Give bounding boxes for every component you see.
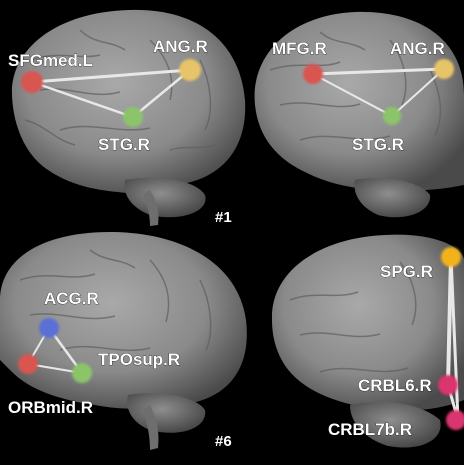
brain-surface bbox=[0, 232, 247, 450]
edge-mfg-ang bbox=[312, 67, 445, 76]
node-label: MFG.R bbox=[272, 39, 327, 58]
edge-ang-stg bbox=[132, 69, 191, 118]
node-label: TPOsup.R bbox=[98, 350, 180, 369]
edge-sfgmed-ang bbox=[31, 68, 191, 84]
network-edges bbox=[31, 68, 191, 119]
node-orbmid-r bbox=[18, 354, 38, 374]
brain-surface bbox=[11, 9, 246, 226]
edge-spg-crbl7b bbox=[449, 256, 460, 421]
edge-mfg-stg bbox=[312, 73, 393, 117]
node-label: SFGmed.L bbox=[8, 51, 93, 70]
node-acg-r bbox=[39, 318, 59, 338]
node-spg-r bbox=[441, 247, 461, 267]
node-ang-r bbox=[434, 59, 454, 79]
node-label: ORBmid.R bbox=[8, 398, 93, 417]
network-edges bbox=[312, 67, 445, 117]
group-label-1: #1 bbox=[215, 209, 232, 226]
node-mfg-r bbox=[303, 64, 323, 84]
node-label: STG.R bbox=[98, 135, 150, 154]
panel-bottom-left: ACG.R TPOsup.R ORBmid.R bbox=[0, 232, 247, 450]
node-label: ACG.R bbox=[44, 289, 99, 308]
node-stg-r bbox=[383, 107, 401, 125]
node-stg-r bbox=[123, 107, 143, 127]
node-label: STG.R bbox=[352, 135, 404, 154]
brain-surface bbox=[271, 234, 464, 448]
panel-top-right: MFG.R ANG.R STG.R bbox=[254, 11, 464, 218]
node-label: ANG.R bbox=[390, 39, 445, 58]
edge-ang-stg bbox=[391, 68, 445, 117]
node-label: SPG.R bbox=[380, 262, 433, 281]
node-label: ANG.R bbox=[153, 37, 208, 56]
panel-bottom-right: SPG.R CRBL6.R CRBL7b.R bbox=[271, 234, 464, 448]
node-label: CRBL7b.R bbox=[328, 420, 412, 439]
node-sfgmed-l bbox=[21, 71, 43, 93]
node-crbl6-r bbox=[438, 375, 458, 395]
node-tposup-r bbox=[72, 363, 92, 383]
panel-top-left: SFGmed.L ANG.R STG.R bbox=[8, 9, 246, 226]
node-ang-r bbox=[179, 59, 201, 81]
group-label-6: #6 bbox=[215, 433, 232, 450]
node-label: CRBL6.R bbox=[358, 376, 432, 395]
node-crbl7b-r bbox=[446, 410, 464, 430]
edge-sfgmed-stg bbox=[31, 80, 134, 119]
